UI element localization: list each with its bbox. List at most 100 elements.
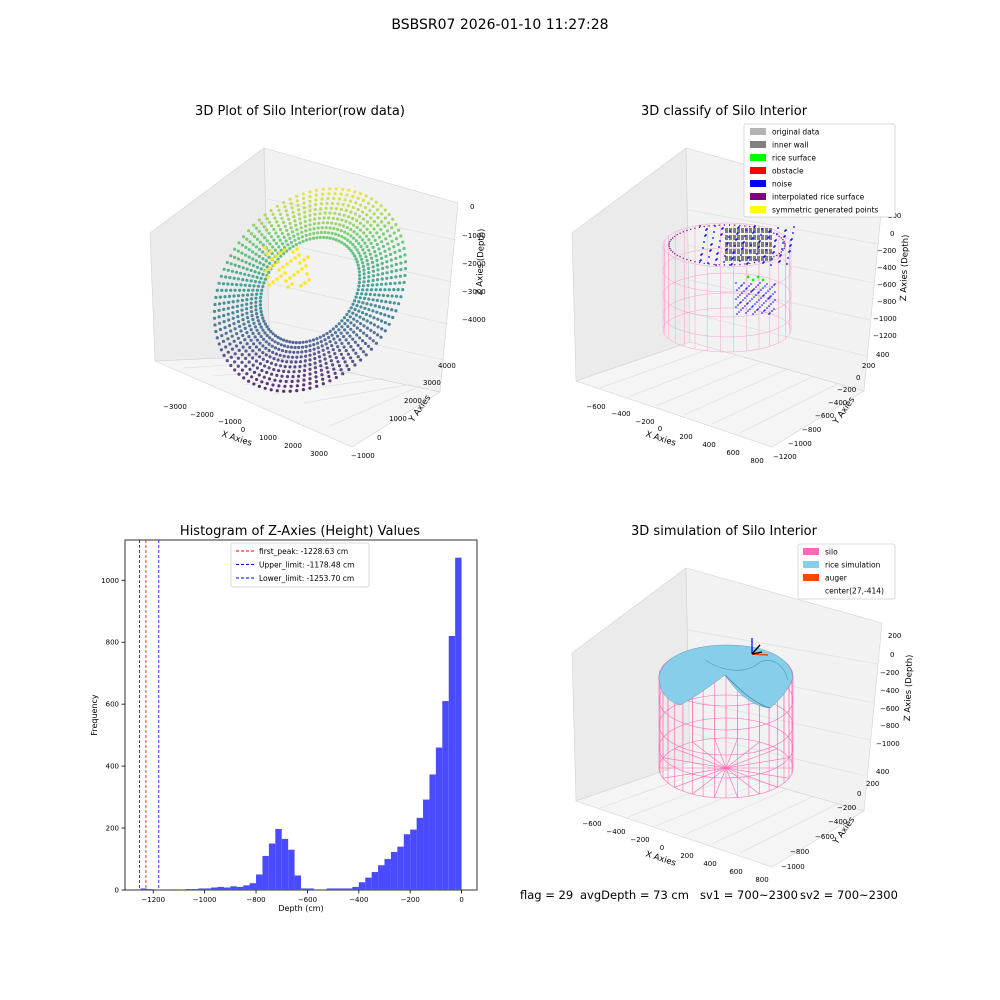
scatter-point bbox=[381, 232, 386, 236]
scatter-point bbox=[280, 242, 284, 246]
scatter-point bbox=[368, 252, 372, 256]
scatter-point bbox=[363, 341, 368, 346]
scatter-point bbox=[723, 224, 726, 226]
scatter-point bbox=[344, 219, 348, 223]
rice-surface-ridge bbox=[704, 659, 789, 681]
scatter-point bbox=[257, 348, 262, 352]
scatter-point bbox=[745, 312, 747, 314]
scatter-point bbox=[286, 243, 290, 247]
scatter-point bbox=[738, 287, 740, 289]
scatter-point bbox=[708, 225, 710, 227]
scatter-point bbox=[713, 263, 715, 266]
scatter-point bbox=[733, 256, 736, 261]
scatter-point bbox=[355, 333, 359, 337]
histogram-bar bbox=[390, 851, 398, 890]
scatter-point bbox=[362, 317, 366, 321]
scatter-point bbox=[392, 288, 396, 292]
scatter-point bbox=[282, 220, 286, 224]
scatter-point bbox=[233, 247, 237, 251]
scatter-point bbox=[241, 345, 245, 349]
scatter-point bbox=[271, 332, 275, 336]
scatter-point bbox=[397, 228, 401, 232]
scatter-point bbox=[313, 212, 317, 216]
scatter-point bbox=[763, 294, 765, 296]
scatter-point bbox=[751, 278, 755, 282]
tick-label: −600 bbox=[582, 820, 601, 828]
scatter-point bbox=[368, 231, 372, 235]
scatter-point bbox=[356, 207, 360, 212]
scatter-point bbox=[265, 370, 269, 375]
scatter-point bbox=[230, 347, 234, 351]
scatter-point bbox=[744, 305, 746, 307]
scatter-point bbox=[396, 242, 400, 246]
tick-label: 600 bbox=[729, 868, 742, 876]
scatter-point bbox=[301, 239, 305, 243]
status-avg-depth: avgDepth = 73 cm bbox=[580, 888, 689, 902]
scatter-point bbox=[758, 241, 760, 243]
scatter-point bbox=[357, 300, 361, 304]
histogram-bar bbox=[275, 828, 282, 890]
scatter-point bbox=[394, 237, 399, 241]
scatter-point bbox=[668, 242, 670, 244]
scatter-point bbox=[308, 377, 312, 381]
legend-label: Lower_limit: -1253.70 cm bbox=[259, 574, 354, 583]
scatter-point bbox=[361, 301, 365, 305]
scatter-point bbox=[359, 322, 363, 326]
scatter-point bbox=[361, 311, 365, 315]
tick-label: 600 bbox=[106, 701, 119, 709]
tick-label: 4000 bbox=[438, 362, 456, 370]
scatter-point bbox=[273, 346, 277, 350]
scatter-point bbox=[729, 230, 731, 232]
scatter-point bbox=[280, 349, 284, 353]
scatter-point bbox=[331, 348, 335, 352]
scatter-point bbox=[320, 226, 324, 230]
scatter-point bbox=[235, 309, 239, 314]
scatter-point bbox=[341, 203, 345, 207]
scatter-point bbox=[296, 379, 300, 383]
scatter-point bbox=[381, 306, 386, 310]
scatter-point bbox=[261, 243, 265, 247]
scatter-point bbox=[300, 235, 304, 239]
scatter-point bbox=[247, 248, 251, 252]
scatter-point bbox=[231, 311, 235, 315]
scatter-point bbox=[380, 212, 384, 216]
scatter-point bbox=[308, 372, 312, 376]
scatter-point bbox=[285, 375, 290, 379]
scatter-point bbox=[241, 278, 245, 282]
scatter-point bbox=[344, 349, 348, 353]
scatter-point bbox=[302, 373, 306, 377]
scatter-point bbox=[270, 257, 274, 261]
scatter-point bbox=[721, 228, 723, 230]
scatter-point bbox=[262, 337, 266, 341]
scatter-point bbox=[224, 331, 228, 335]
scatter-point bbox=[369, 288, 374, 292]
tick-label: 400 bbox=[702, 441, 715, 449]
scatter-point bbox=[376, 268, 380, 272]
scatter-point bbox=[238, 288, 242, 292]
scatter-point bbox=[334, 222, 338, 226]
plot2-gridlines bbox=[599, 209, 879, 434]
scatter-point bbox=[669, 247, 671, 250]
scatter-point bbox=[346, 204, 350, 208]
plot2-x-ticks: −600 −400 −200 0 200 400 600 800 bbox=[586, 403, 763, 465]
scatter-point bbox=[288, 340, 292, 344]
scatter-point bbox=[252, 342, 256, 346]
scatter-point bbox=[240, 303, 244, 307]
scatter-point bbox=[283, 384, 287, 388]
scatter-point bbox=[346, 341, 351, 345]
scatter-point bbox=[752, 289, 754, 291]
scatter-point bbox=[322, 216, 326, 220]
scatter-point bbox=[384, 237, 388, 241]
scatter-point bbox=[386, 294, 390, 298]
scatter-point bbox=[263, 364, 267, 368]
scatter-point bbox=[346, 238, 350, 242]
scatter-point bbox=[330, 333, 334, 337]
scatter-point bbox=[359, 203, 363, 207]
scatter-point bbox=[763, 256, 765, 258]
scatter-point bbox=[325, 201, 329, 205]
scatter-point bbox=[227, 300, 231, 304]
scatter-point bbox=[314, 375, 318, 379]
scatter-point bbox=[274, 352, 278, 356]
scatter-point bbox=[251, 274, 255, 278]
scatter-point bbox=[387, 247, 391, 251]
